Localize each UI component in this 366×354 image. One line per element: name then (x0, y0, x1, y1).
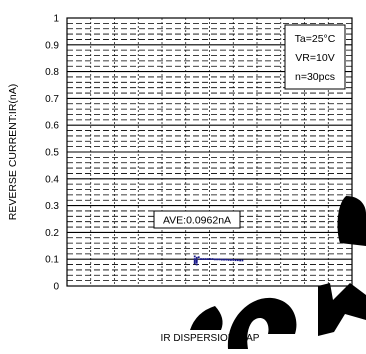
data-point (230, 259, 232, 261)
y-tick-labels: 0 0.1 0.2 0.3 0.4 0.5 0.6 0.7 0.8 0.9 1 (45, 14, 59, 293)
y-tick-label: 0.2 (45, 228, 59, 239)
plot-frame (66, 17, 353, 287)
data-point (232, 259, 235, 261)
y-tick-label: 0.1 (45, 255, 59, 266)
data-point (216, 258, 219, 261)
condition-temperature: Ta=25°C (295, 33, 336, 45)
average-label: AVE:0.0962nA (163, 215, 231, 227)
y-tick-label: 0.7 (45, 94, 59, 105)
data-point (234, 259, 237, 262)
conditions-box (284, 24, 346, 90)
x-axis-title: IR DISPERSION MAP (161, 333, 260, 344)
y-tick-label: 0.5 (45, 148, 59, 159)
data-point (225, 258, 228, 261)
y-tick-label: 1 (53, 14, 59, 25)
data-point (211, 258, 214, 260)
condition-sample-count: n=30pcs (295, 71, 335, 83)
data-point (207, 258, 209, 260)
data-point (193, 262, 196, 265)
data-point (204, 258, 207, 260)
data-point (227, 259, 230, 261)
data-point (209, 258, 212, 260)
data-point (195, 263, 198, 266)
data-point (241, 259, 244, 262)
data-point (193, 255, 196, 258)
data-point (213, 258, 216, 261)
average-box (153, 210, 241, 229)
data-point (195, 261, 198, 264)
data-points (193, 255, 244, 266)
data-point (202, 258, 205, 260)
data-point (236, 259, 239, 262)
condition-voltage: VR=10V (295, 52, 334, 64)
y-tick-label: 0.9 (45, 40, 59, 51)
data-point (195, 260, 198, 262)
data-point (193, 259, 196, 262)
data-point (193, 260, 196, 263)
y-tick-label: 0.6 (45, 121, 59, 132)
y-tick-label: 0 (53, 282, 59, 293)
data-point (200, 258, 202, 260)
data-point (239, 259, 242, 262)
data-point (197, 256, 200, 259)
data-point (218, 258, 221, 261)
watermark (190, 196, 366, 349)
data-point (223, 258, 225, 261)
data-point (193, 258, 196, 260)
y-axis-title: REVERSE CURRENT:IR(nA) (7, 84, 19, 221)
data-point (220, 258, 223, 261)
data-point (195, 256, 198, 259)
y-tick-label: 0.4 (45, 174, 59, 185)
y-tick-label: 0.8 (45, 67, 59, 78)
y-tick-label: 0.3 (45, 201, 59, 212)
data-point (195, 259, 198, 261)
